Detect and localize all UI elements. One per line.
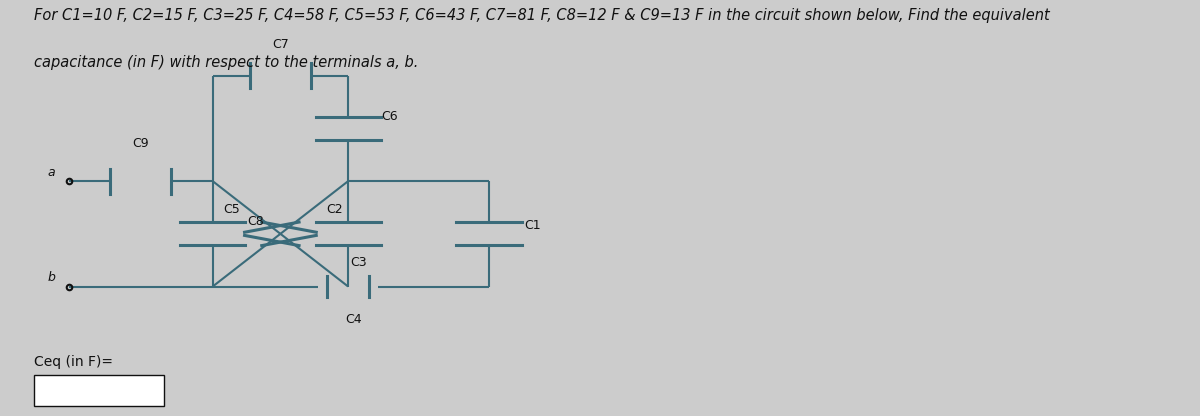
Text: For C1=10 F, C2=15 F, C3=25 F, C4=58 F, C5=53 F, C6=43 F, C7=81 F, C8=12 F & C9=: For C1=10 F, C2=15 F, C3=25 F, C4=58 F, … bbox=[34, 7, 1050, 22]
Text: C6: C6 bbox=[380, 109, 397, 123]
Text: C5: C5 bbox=[223, 203, 240, 215]
Text: C8: C8 bbox=[247, 215, 264, 228]
Text: capacitance (in F) with respect to the terminals a, b.: capacitance (in F) with respect to the t… bbox=[34, 55, 419, 70]
Text: a: a bbox=[48, 166, 55, 179]
Text: C9: C9 bbox=[132, 137, 149, 151]
Text: C3: C3 bbox=[350, 256, 367, 269]
Text: C4: C4 bbox=[346, 313, 362, 326]
Text: C1: C1 bbox=[524, 219, 541, 232]
Text: b: b bbox=[48, 272, 55, 285]
Text: Ceq (in F)=: Ceq (in F)= bbox=[34, 355, 113, 369]
Text: C7: C7 bbox=[272, 38, 289, 51]
FancyBboxPatch shape bbox=[34, 375, 164, 406]
Text: C2: C2 bbox=[326, 203, 343, 215]
